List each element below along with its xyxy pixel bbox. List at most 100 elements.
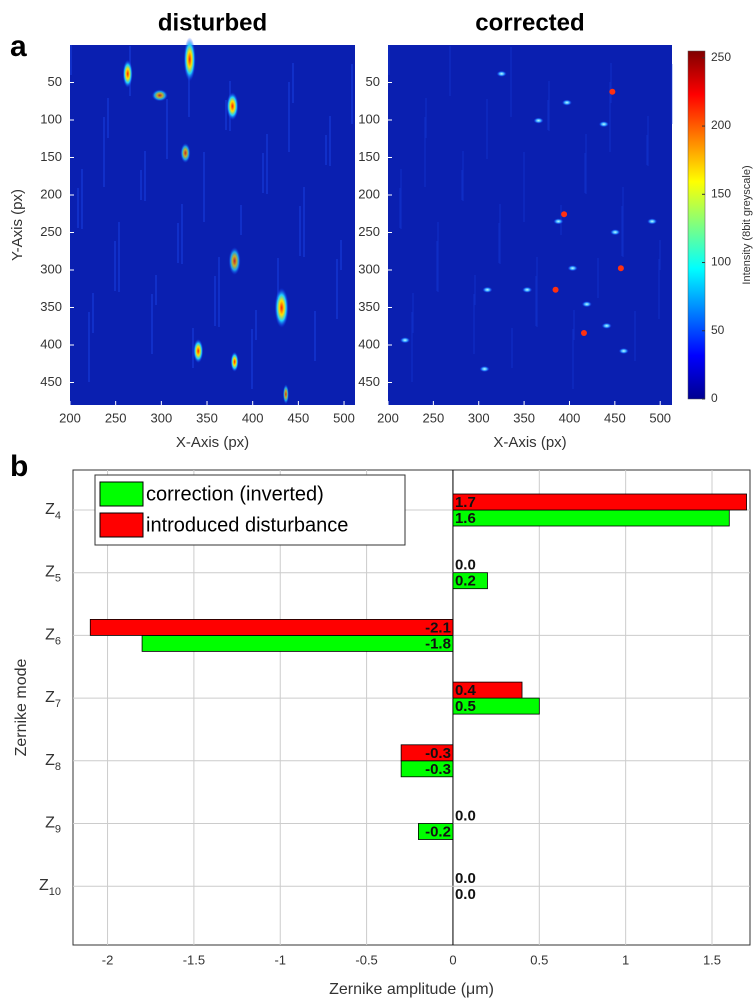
streak bbox=[240, 205, 242, 235]
bar bbox=[418, 823, 454, 840]
streak bbox=[140, 170, 142, 200]
blob bbox=[180, 143, 191, 163]
blob bbox=[567, 265, 578, 272]
streak bbox=[622, 187, 624, 257]
blob bbox=[479, 366, 490, 372]
streak bbox=[225, 100, 227, 130]
value-label: 0.2 bbox=[455, 573, 476, 590]
y-tick-label: Z6 bbox=[45, 627, 61, 648]
streak bbox=[523, 152, 525, 222]
x-tick-label: 0 bbox=[449, 952, 456, 967]
streak bbox=[314, 311, 316, 361]
streak bbox=[425, 98, 427, 138]
streak bbox=[547, 100, 549, 130]
streak bbox=[292, 63, 294, 103]
x-tick-label: 250 bbox=[105, 410, 127, 425]
streak bbox=[88, 312, 90, 382]
streak bbox=[535, 276, 537, 326]
blob bbox=[561, 211, 568, 218]
streak bbox=[474, 275, 476, 305]
streak bbox=[388, 45, 390, 75]
y-axis-label: Zernike mode bbox=[13, 658, 30, 756]
streak bbox=[255, 310, 257, 340]
streak bbox=[188, 47, 190, 117]
streak bbox=[107, 98, 109, 138]
blob bbox=[609, 88, 616, 95]
value-label: -2.1 bbox=[425, 619, 451, 636]
streak bbox=[609, 82, 611, 152]
streak bbox=[155, 275, 157, 305]
legend-swatch bbox=[99, 481, 144, 507]
blob bbox=[228, 247, 241, 275]
bar bbox=[89, 619, 454, 636]
x-axis-label: X-Axis (px) bbox=[176, 434, 249, 451]
y-tick-label: Z4 bbox=[45, 501, 61, 522]
streak bbox=[536, 257, 538, 327]
x-tick-label: -2 bbox=[102, 952, 114, 967]
category-subscript: 8 bbox=[55, 761, 61, 773]
value-label: -1.8 bbox=[425, 635, 451, 652]
value-label: -0.3 bbox=[425, 761, 451, 778]
blob bbox=[533, 117, 544, 124]
streak bbox=[621, 206, 623, 256]
image-background bbox=[388, 45, 672, 405]
category-subscript: 4 bbox=[55, 510, 61, 522]
streak bbox=[177, 223, 179, 263]
blob bbox=[610, 229, 621, 236]
category-subscript: 5 bbox=[55, 573, 61, 585]
x-tick-label: 1.5 bbox=[703, 952, 721, 967]
category-subscript: 7 bbox=[55, 698, 61, 710]
streak bbox=[424, 117, 426, 187]
blob bbox=[151, 89, 168, 102]
streak bbox=[181, 204, 183, 264]
value-label: 1.6 bbox=[455, 510, 476, 527]
y-tick-label: 450 bbox=[40, 374, 62, 389]
y-tick-label: 150 bbox=[358, 149, 380, 164]
streak bbox=[461, 170, 463, 200]
streak bbox=[473, 294, 475, 354]
colorbar-tick-label: 150 bbox=[711, 186, 731, 200]
bar bbox=[400, 744, 454, 762]
colorbar-tick-label: 200 bbox=[711, 118, 731, 132]
category-letter: Z bbox=[45, 689, 55, 706]
blob bbox=[647, 218, 658, 225]
value-label: -0.3 bbox=[425, 745, 451, 762]
streak bbox=[103, 117, 105, 187]
streak bbox=[214, 276, 216, 326]
category-subscript: 10 bbox=[49, 886, 61, 898]
y-tick-label: 300 bbox=[40, 261, 62, 276]
x-tick-label: -1.5 bbox=[183, 952, 205, 967]
blob bbox=[482, 286, 493, 293]
blob bbox=[496, 70, 507, 77]
x-axis-label: X-Axis (px) bbox=[493, 434, 566, 451]
streak bbox=[573, 310, 575, 340]
streak bbox=[412, 293, 414, 333]
streak bbox=[510, 47, 512, 117]
streak bbox=[584, 153, 586, 193]
x-tick-label: 300 bbox=[468, 410, 490, 425]
y-axis-label: Y-Axis (px) bbox=[9, 189, 26, 261]
streak bbox=[399, 188, 401, 228]
bar bbox=[452, 509, 730, 527]
y-tick-label: 250 bbox=[40, 224, 62, 239]
streak bbox=[303, 187, 305, 257]
streak bbox=[77, 188, 79, 228]
x-tick-label: 400 bbox=[242, 410, 264, 425]
y-tick-label: 100 bbox=[40, 111, 62, 126]
blob bbox=[552, 286, 559, 293]
streak bbox=[92, 293, 94, 333]
streak bbox=[400, 169, 402, 229]
x-tick-label: 500 bbox=[333, 410, 355, 425]
value-label: 0.0 bbox=[455, 557, 476, 574]
streak bbox=[498, 223, 500, 263]
bar bbox=[452, 493, 747, 511]
blob bbox=[400, 337, 411, 344]
streak bbox=[114, 241, 116, 291]
streak bbox=[659, 240, 661, 270]
x-tick-label: 400 bbox=[559, 410, 581, 425]
blob bbox=[122, 59, 133, 88]
blob bbox=[618, 348, 629, 354]
streak bbox=[411, 312, 413, 382]
blob bbox=[617, 265, 624, 272]
legend-label: introduced disturbance bbox=[146, 514, 348, 536]
